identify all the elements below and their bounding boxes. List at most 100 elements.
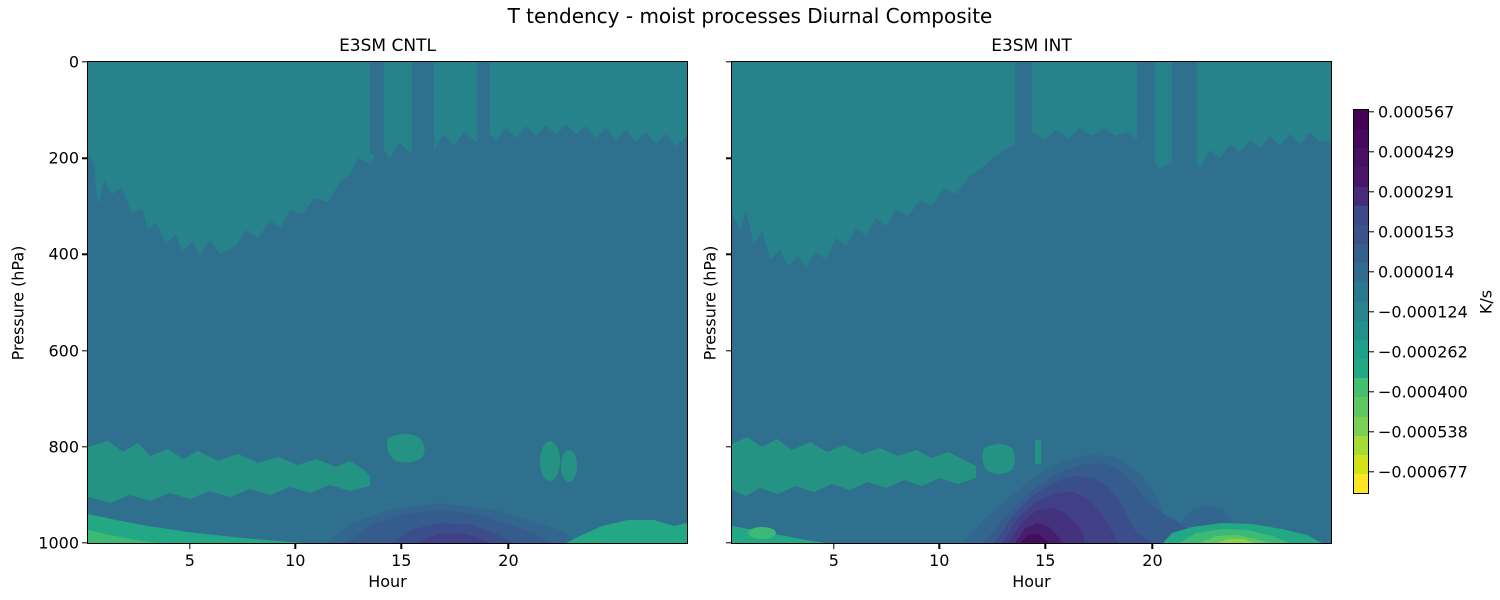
contour-plot-cntl — [87, 61, 688, 544]
colorbar-segment — [1354, 129, 1368, 149]
x-tick-label: 15 — [391, 551, 412, 570]
colorbar-segment — [1354, 320, 1368, 340]
y-tick-label: 0 — [68, 52, 79, 72]
colorbar-segment — [1354, 167, 1368, 187]
colorbar-segment — [1354, 397, 1368, 417]
x-tick-label: 15 — [1035, 551, 1056, 570]
colorbar-tick-mark — [1369, 151, 1374, 153]
negative-band-850hpa — [732, 437, 976, 496]
positive-streak — [477, 62, 490, 162]
colorbar-tick-mark — [1369, 271, 1374, 273]
colorbar-tick-label: −0.000124 — [1378, 302, 1468, 322]
surface-positive-inner — [393, 523, 512, 543]
positive-streak — [1015, 62, 1032, 174]
x-tick-mark — [1044, 543, 1046, 549]
colorbar-tick-mark — [1369, 471, 1374, 473]
colorbar-tick-mark — [1369, 351, 1374, 353]
x-tick-label: 5 — [184, 551, 195, 570]
colorbar-segment — [1354, 454, 1368, 474]
colorbar-segment — [1354, 186, 1368, 206]
x-tick-label: 20 — [498, 551, 519, 570]
panel-title-int: E3SM INT — [991, 36, 1072, 56]
colorbar-tick-mark — [1369, 111, 1374, 113]
colorbar-tick-mark — [1369, 391, 1374, 393]
y-tick-label: 800 — [48, 437, 79, 457]
colorbar-segment — [1354, 282, 1368, 302]
colorbar-tick-label: −0.000262 — [1378, 342, 1468, 362]
negative-band-850hpa — [88, 441, 370, 503]
colorbar-tick-mark — [1369, 191, 1374, 193]
x-tick-mark — [833, 543, 835, 549]
x-axis-label: Hour — [368, 572, 407, 591]
y-axis-label: Pressure (hPa) — [8, 245, 28, 360]
x-tick-label: 10 — [285, 551, 306, 570]
colorbar-segment — [1354, 205, 1368, 225]
colorbar-tick-label: 0.000291 — [1378, 182, 1455, 202]
surface-negative-strip-left — [88, 514, 303, 543]
colorbar-tick-label: −0.000400 — [1378, 382, 1468, 402]
negative-sliver — [1035, 440, 1041, 464]
x-tick-mark — [189, 543, 191, 549]
x-axis-label: Hour — [1012, 572, 1051, 591]
colorbar-segment — [1354, 301, 1368, 321]
colorbar-tick-label: 0.000429 — [1378, 142, 1455, 162]
positive-streak — [1172, 62, 1197, 176]
colorbar-tick-mark — [1369, 431, 1374, 433]
x-tick-mark — [294, 543, 296, 549]
colorbar-tick-label: −0.000538 — [1378, 422, 1468, 442]
y-tick-label: 1000 — [38, 533, 79, 553]
negative-blob — [540, 441, 560, 481]
panel-title-cntl: E3SM CNTL — [339, 36, 436, 56]
colorbar-gradient — [1353, 109, 1369, 494]
x-tick-mark — [938, 543, 940, 549]
surface-negative-strip-right — [566, 520, 687, 543]
panel-e3sm-cntl: E3SM CNTL Pressure (hPa) Hour 5 10 15 20 0 2… — [9, 36, 688, 591]
heating-fan-core — [1020, 534, 1050, 543]
contour-plot-int — [731, 61, 1332, 544]
colorbar-segment — [1354, 416, 1368, 436]
x-tick-label: 20 — [1142, 551, 1163, 570]
colorbar-tick-label: 0.000014 — [1378, 262, 1455, 282]
figure-title: T tendency - moist processes Diurnal Com… — [507, 4, 993, 28]
colorbar-tick-label: 0.000567 — [1378, 102, 1455, 122]
y-axis-label: Pressure (hPa) — [700, 245, 720, 360]
colorbar-tick-mark — [1369, 231, 1374, 233]
colorbar-unit-label: K/s — [1476, 289, 1496, 314]
negative-blob — [982, 444, 1015, 474]
colorbar-segment — [1354, 244, 1368, 264]
surface-negative-corner — [88, 530, 158, 543]
colorbar-segment — [1354, 110, 1368, 130]
negative-blob — [561, 450, 577, 482]
x-tick-mark — [1151, 543, 1154, 549]
colorbar-segment — [1354, 339, 1368, 360]
colorbar-segment — [1354, 435, 1368, 455]
colorbar-segment — [1354, 378, 1368, 398]
surface-negative-streak-peak — [1218, 539, 1254, 543]
positive-streak — [412, 62, 434, 158]
panel-e3sm-int: E3SM INT Pressure (hPa) Hour — [701, 36, 1332, 591]
colorbar: 0.000567 0.000429 0.000291 0.000153 0.000014… — [1353, 102, 1496, 494]
x-tick-label: 5 — [828, 551, 839, 570]
x-tick-mark — [507, 543, 510, 549]
colorbar-tick-mark — [1369, 311, 1374, 313]
surface-negative-blob — [748, 527, 776, 539]
colorbar-tick-label: −0.000677 — [1378, 462, 1468, 482]
surface-positive-core — [418, 533, 490, 543]
positive-streak — [370, 62, 384, 154]
colorbar-segment — [1354, 473, 1368, 494]
colorbar-segment — [1354, 359, 1368, 379]
y-tick-label: 200 — [48, 148, 79, 168]
y-tick-label: 400 — [48, 244, 79, 264]
colorbar-segment — [1354, 263, 1368, 283]
positive-streak — [1137, 62, 1155, 172]
colorbar-segment — [1354, 224, 1368, 245]
surface-negative-strip-left — [732, 526, 826, 543]
x-tick-label: 10 — [929, 551, 950, 570]
colorbar-tick-label: 0.000153 — [1378, 222, 1455, 242]
negative-blob — [386, 434, 425, 463]
x-tick-mark — [400, 543, 402, 549]
y-tick-label: 600 — [48, 341, 79, 361]
upper-near-zero-region — [88, 62, 687, 254]
colorbar-segment — [1354, 148, 1368, 168]
